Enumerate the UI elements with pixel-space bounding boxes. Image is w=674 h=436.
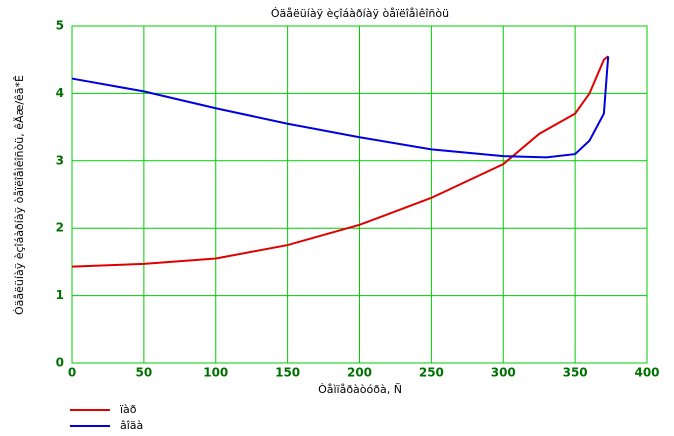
series-line	[71, 56, 610, 159]
y-tick-label: 0	[56, 356, 64, 370]
x-tick-label: 400	[634, 366, 659, 380]
x-tick-label: 250	[419, 366, 444, 380]
y-tick-label: 2	[56, 221, 64, 235]
legend-label: ïàð	[119, 403, 137, 416]
x-tick-label: 300	[491, 366, 516, 380]
y-axis-label: Óäåëüíàÿ èçîáàðíàÿ òåïëîåìêîñòü, êÄæ/êã*…	[13, 75, 26, 315]
x-tick-label: 350	[563, 366, 588, 380]
y-tick-label: 4	[56, 86, 64, 100]
y-tick-label: 3	[56, 153, 64, 167]
series-line	[71, 55, 609, 268]
y-tick-label: 5	[56, 19, 64, 33]
x-tick-label: 200	[347, 366, 372, 380]
x-tick-label: 0	[68, 366, 76, 380]
x-tick-label: 100	[203, 366, 228, 380]
x-axis-label: Òåìïåðàòóðà, Ñ	[318, 383, 402, 396]
y-tick-label: 1	[56, 288, 64, 302]
chart-title: Óäåëüíàÿ èçîáàðíàÿ òåïëîåìêîñòü	[271, 7, 449, 20]
x-tick-label: 50	[136, 366, 153, 380]
x-tick-label: 150	[275, 366, 300, 380]
legend-label: âîäà	[120, 419, 143, 432]
plot-frame	[71, 25, 648, 364]
